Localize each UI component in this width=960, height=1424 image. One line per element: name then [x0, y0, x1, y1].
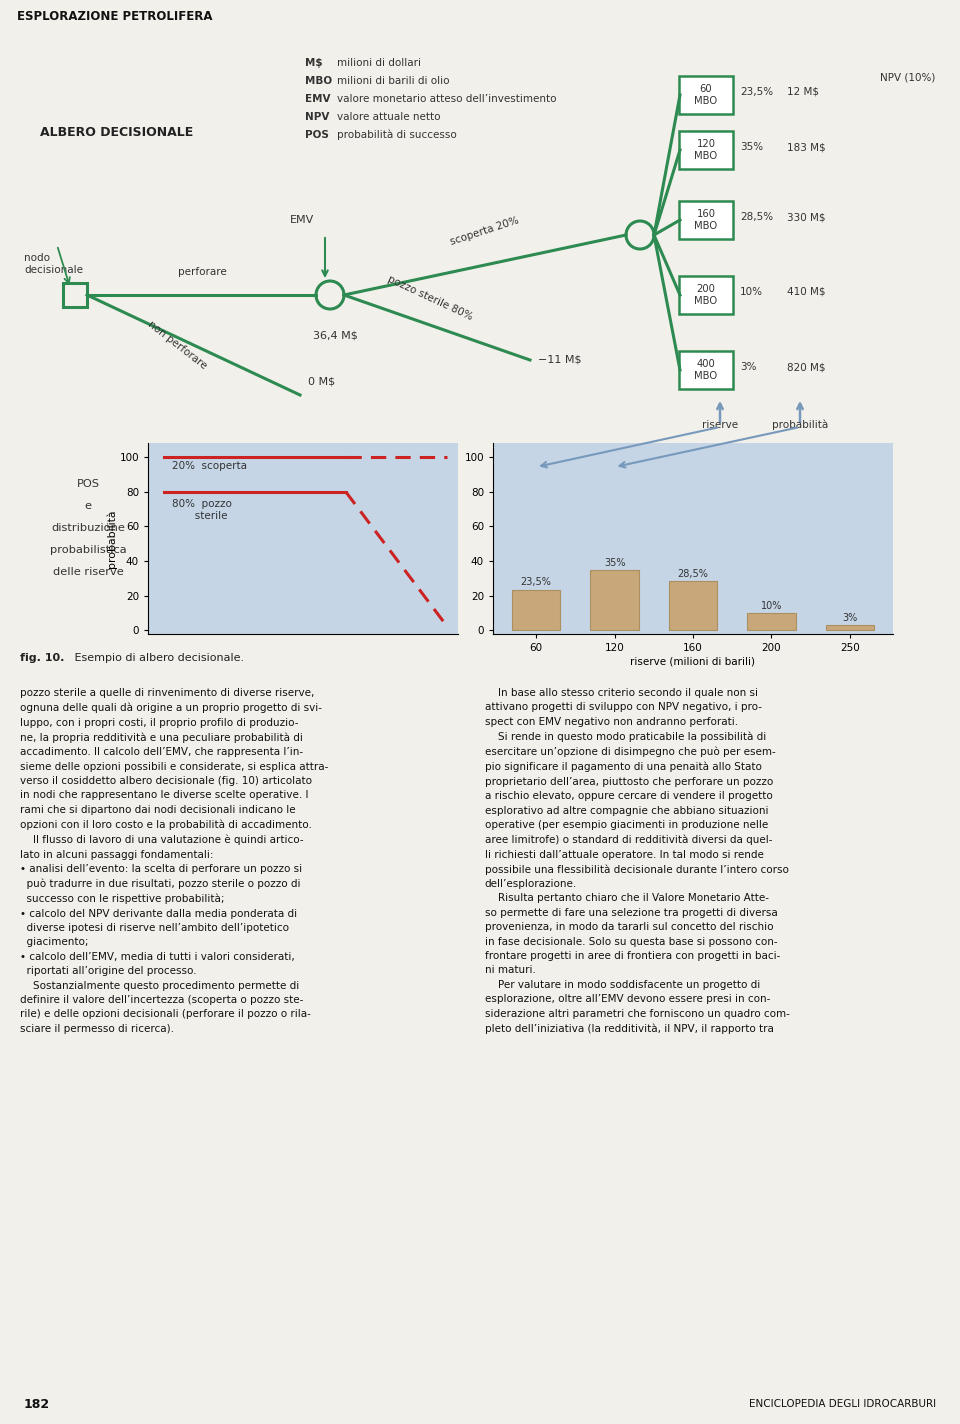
Text: 410 M$: 410 M$	[787, 288, 826, 298]
Text: NPV (10%): NPV (10%)	[880, 73, 935, 83]
Text: 10%: 10%	[760, 601, 782, 611]
FancyBboxPatch shape	[679, 75, 733, 114]
Text: 12 M$: 12 M$	[787, 87, 819, 97]
Text: distribuzione: distribuzione	[51, 523, 125, 533]
FancyBboxPatch shape	[679, 276, 733, 315]
Text: 35%: 35%	[604, 558, 625, 568]
Text: ALBERO DECISIONALE: ALBERO DECISIONALE	[40, 125, 193, 140]
Text: probabilità di successo: probabilità di successo	[337, 130, 457, 141]
Text: 0 M$: 0 M$	[308, 377, 335, 387]
Text: 60
MBO: 60 MBO	[694, 84, 717, 105]
Text: 120
MBO: 120 MBO	[694, 140, 717, 161]
Text: 20%  scoperta: 20% scoperta	[172, 461, 247, 471]
Text: fig. 10.: fig. 10.	[20, 652, 64, 662]
Text: Esempio di albero decisionale.: Esempio di albero decisionale.	[71, 652, 244, 662]
Text: EMV: EMV	[305, 94, 330, 104]
Text: In base allo stesso criterio secondo il quale non si
attivano progetti di svilup: In base allo stesso criterio secondo il …	[485, 688, 789, 1034]
Text: milioni di barili di olio: milioni di barili di olio	[337, 75, 449, 85]
Y-axis label: probabilità: probabilità	[106, 510, 116, 568]
Text: 36,4 M$: 36,4 M$	[313, 330, 357, 340]
Text: M$: M$	[305, 58, 323, 68]
Text: −11 M$: −11 M$	[538, 355, 582, 365]
Text: MBO: MBO	[305, 75, 332, 85]
Text: 10%: 10%	[740, 288, 763, 298]
Text: perforare: perforare	[179, 268, 227, 278]
Text: POS: POS	[77, 478, 100, 488]
Text: non perforare: non perforare	[146, 319, 208, 372]
Text: 182: 182	[24, 1397, 50, 1411]
Text: riserve: riserve	[702, 420, 738, 430]
Text: NPV: NPV	[305, 112, 329, 122]
Text: 28,5%: 28,5%	[678, 568, 708, 578]
Text: probabilità: probabilità	[772, 420, 828, 430]
Text: 23,5%: 23,5%	[520, 578, 552, 588]
Text: pozzo sterile a quelle di rinvenimento di diverse riserve,
ognuna delle quali dà: pozzo sterile a quelle di rinvenimento d…	[20, 688, 328, 1034]
Text: 160
MBO: 160 MBO	[694, 209, 717, 231]
Text: 35%: 35%	[740, 142, 763, 152]
Text: 3%: 3%	[842, 612, 857, 622]
Text: probabilistica: probabilistica	[50, 545, 127, 555]
Text: pozzo sterile 80%: pozzo sterile 80%	[386, 275, 474, 322]
Text: scoperta 20%: scoperta 20%	[449, 215, 520, 246]
Text: 820 M$: 820 M$	[787, 362, 826, 372]
Text: 28,5%: 28,5%	[740, 212, 773, 222]
Text: 200
MBO: 200 MBO	[694, 285, 717, 306]
Text: 23,5%: 23,5%	[740, 87, 773, 97]
Text: e: e	[84, 501, 91, 511]
Text: 183 M$: 183 M$	[787, 142, 826, 152]
Text: valore monetario atteso dell’investimento: valore monetario atteso dell’investiment…	[337, 94, 557, 104]
FancyBboxPatch shape	[679, 350, 733, 389]
Text: nodo
decisionale: nodo decisionale	[24, 252, 83, 275]
Text: ENCICLOPEDIA DEGLI IDROCARBURI: ENCICLOPEDIA DEGLI IDROCARBURI	[749, 1398, 936, 1408]
Bar	[590, 570, 639, 631]
X-axis label: riserve (milioni di barili): riserve (milioni di barili)	[631, 656, 756, 666]
Text: valore attuale netto: valore attuale netto	[337, 112, 441, 122]
Text: 3%: 3%	[740, 362, 756, 372]
Text: delle riserve: delle riserve	[53, 567, 124, 577]
Text: POS: POS	[305, 130, 329, 140]
Bar	[826, 625, 875, 631]
Text: 400
MBO: 400 MBO	[694, 359, 717, 380]
Bar	[669, 581, 717, 631]
Text: 80%  pozzo
       sterile: 80% pozzo sterile	[172, 498, 232, 521]
Text: milioni di dollari: milioni di dollari	[337, 58, 421, 68]
Text: EMV: EMV	[290, 215, 314, 225]
Text: 330 M$: 330 M$	[787, 212, 826, 222]
FancyBboxPatch shape	[679, 201, 733, 239]
Bar	[747, 612, 796, 631]
FancyBboxPatch shape	[679, 131, 733, 169]
Text: ESPLORAZIONE PETROLIFERA: ESPLORAZIONE PETROLIFERA	[17, 10, 213, 23]
Bar	[512, 590, 561, 631]
